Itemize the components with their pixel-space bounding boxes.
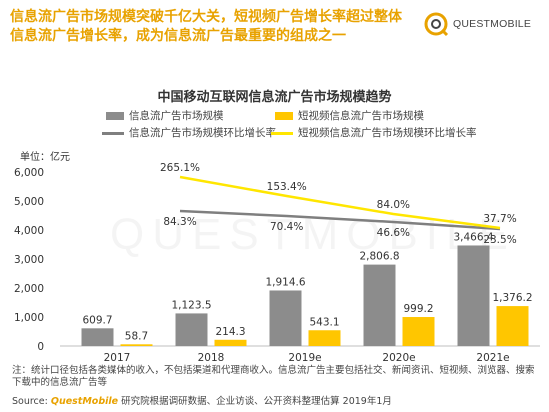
x-tick-label: 2018	[198, 352, 225, 364]
legend-swatch-gray-bar	[106, 112, 124, 120]
y-tick-label: 0	[37, 341, 44, 353]
y-tick-label: 6,000	[14, 167, 44, 179]
headline: 信息流广告市场规模突破千亿大关，短视频广告增长率超过整体信息流广告增长率，成为信…	[10, 9, 402, 44]
bar-total	[175, 313, 208, 346]
questmobile-logo: QUESTMOBILE	[423, 11, 543, 41]
chart-title: 中国移动互联网信息流广告市场规模趋势	[157, 90, 392, 105]
line-total-label: 46.6%	[377, 227, 410, 239]
legend-swatch-gray-line	[102, 131, 124, 135]
line-total-label: 23.5%	[483, 234, 516, 246]
line-total-label: 70.4%	[270, 221, 303, 233]
bar-short-video	[214, 339, 247, 346]
bar-short-video-label: 543.1	[309, 316, 339, 328]
bar-short-video-label: 1,376.2	[492, 292, 532, 304]
bar-total-label: 1,914.6	[265, 276, 305, 288]
y-tick-label: 4,000	[14, 225, 44, 237]
source-line: Source: QuestMobile 研究院根据调研数据、企业访谈、公开资料整…	[12, 393, 392, 407]
legend-label-bar1: 信息流广告市场规模	[129, 110, 224, 122]
y-tick-label: 1,000	[14, 312, 44, 324]
questmobile-logo-icon	[424, 12, 449, 37]
x-tick-label: 2020e	[382, 352, 415, 364]
bar-short-video	[308, 330, 341, 346]
bar-total-label: 609.7	[82, 314, 112, 326]
source-prefix: Source:	[12, 396, 48, 407]
bar-short-video	[496, 306, 529, 346]
y-tick-label: 2,000	[14, 283, 44, 295]
bar-short-video-label: 58.7	[125, 330, 148, 342]
y-tick-label: 5,000	[14, 196, 44, 208]
bar-short-video-label: 214.3	[215, 326, 245, 338]
line-short-video-growth	[179, 175, 501, 230]
bar-total-label: 2,806.8	[359, 251, 399, 263]
y-tick-label: 3,000	[14, 254, 44, 266]
legend-item-bar1: 信息流广告市场规模	[106, 108, 224, 123]
line-short-video-label: 265.1%	[160, 162, 200, 174]
legend-swatch-yellow-bar	[275, 112, 293, 120]
bar-total-label: 1,123.5	[171, 299, 211, 311]
bar-short-video	[120, 344, 153, 346]
source-text: 研究院根据调研数据、企业访谈、公开资料整理估算 2019年1月	[121, 396, 392, 407]
x-tick-label: 2017	[104, 352, 131, 364]
bar-total	[269, 290, 302, 346]
x-tick-label: 2019e	[288, 352, 321, 364]
bar-total	[81, 328, 114, 346]
legend-label-line1: 信息流广告市场规模环比增长率	[129, 127, 276, 139]
source-brand: QuestMobile	[50, 396, 119, 407]
bar-total	[457, 245, 490, 346]
logo-text: QUESTMOBILE	[453, 18, 532, 30]
legend-label-bar2: 短视频信息流广告市场规模	[298, 110, 424, 122]
line-total-growth	[179, 209, 501, 231]
footnote: 注：统计口径包括各类媒体的收入，不包括渠道和代理商收入。信息流广告主要包括社交、…	[12, 365, 535, 388]
bar-total-label: 3,466.4	[453, 231, 493, 243]
bar-short-video-label: 999.2	[403, 303, 433, 315]
line-short-video-label: 84.0%	[377, 199, 410, 211]
legend-item-line2: 短视频信息流广告市场规模环比增长率	[271, 125, 477, 140]
unit-label: 单位：亿元	[20, 152, 70, 163]
line-short-video-label: 153.4%	[267, 181, 307, 193]
line-total-label: 84.3%	[163, 216, 196, 228]
legend-item-line1: 信息流广告市场规模环比增长率	[102, 125, 276, 140]
line-short-video-label: 37.7%	[483, 213, 516, 225]
x-tick-label: 2021e	[476, 352, 509, 364]
bar-short-video	[402, 317, 435, 346]
legend-label-line2: 短视频信息流广告市场规模环比增长率	[298, 127, 477, 139]
legend-item-bar2: 短视频信息流广告市场规模	[275, 108, 424, 123]
bar-total	[363, 264, 396, 346]
legend-swatch-yellow-line	[271, 131, 293, 135]
